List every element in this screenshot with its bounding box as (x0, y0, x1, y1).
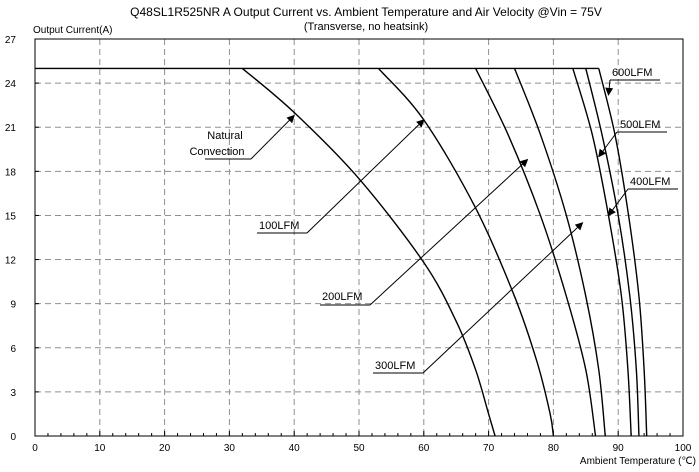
x-tick-label: 40 (289, 443, 301, 454)
y-tick-label: 18 (5, 167, 17, 178)
grid (35, 39, 683, 436)
plot-frame (34, 38, 684, 437)
annotation-label: 500LFM (620, 119, 660, 131)
x-tick-label: 50 (353, 443, 365, 454)
tick-labels: 0 10 20 30 40 50 60 70 80 90 100 0 3 6 9 12 15 18 21 24 27 (5, 35, 692, 454)
chart-subtitle: (Transverse, no heatsink) (304, 21, 428, 33)
annotation-arrow (607, 188, 629, 217)
annotation-label: 600LFM (612, 67, 652, 79)
y-tick-label: 9 (10, 300, 16, 311)
y-axis-label: Output Current(A) (33, 25, 112, 36)
x-tick-label: 80 (548, 443, 560, 454)
series-line-400lfm (572, 68, 632, 437)
annotations: Natural Convection 100LFM 200LFM 300LFM 400LF… (189, 67, 678, 374)
x-tick-label: 70 (483, 443, 495, 454)
series-line-100lfm (377, 67, 555, 437)
x-tick-label: 60 (418, 443, 430, 454)
series-line-500lfm (585, 68, 640, 437)
y-tick-label: 15 (5, 211, 17, 222)
x-tick-label: 90 (613, 443, 625, 454)
y-tick-label: 6 (10, 344, 16, 355)
x-tick-label: 20 (159, 443, 171, 454)
annotation-label-line2: Convection (189, 146, 244, 158)
y-tick-label: 3 (10, 388, 16, 399)
y-tick-label: 21 (5, 123, 17, 134)
annotation-label: 400LFM (630, 176, 670, 188)
annotation-label: 200LFM (322, 291, 362, 303)
axes (34, 38, 684, 437)
chart-title: Q48SL1R525NR A Output Current vs. Ambien… (130, 5, 602, 19)
x-tick-label: 100 (675, 443, 692, 454)
annotation-arrow (598, 131, 618, 158)
y-tick-label: 12 (5, 256, 17, 267)
series-line-600lfm (598, 68, 648, 437)
series-lines (35, 67, 648, 437)
series-line-300lfm (513, 68, 606, 437)
annotation-label: Natural (207, 130, 242, 142)
annotation-label: 100LFM (259, 220, 299, 232)
y-tick-label: 0 (10, 432, 16, 443)
annotation-label: 300LFM (375, 360, 415, 372)
annotation-arrow (306, 119, 425, 234)
x-axis-label: Ambient Temperature (℃) (580, 456, 696, 467)
annotation-arrow (250, 114, 295, 160)
y-tick-label: 27 (5, 35, 17, 46)
series-line-200lfm (475, 68, 597, 437)
x-tick-label: 30 (224, 443, 236, 454)
annotation-arrow (369, 158, 529, 306)
annotation-arrow (605, 79, 614, 96)
annotation-arrow (422, 222, 584, 374)
series-line-natural-convection (241, 67, 496, 437)
y-tick-label: 24 (5, 79, 17, 90)
x-tick-label: 10 (94, 443, 106, 454)
x-tick-label: 0 (32, 443, 38, 454)
